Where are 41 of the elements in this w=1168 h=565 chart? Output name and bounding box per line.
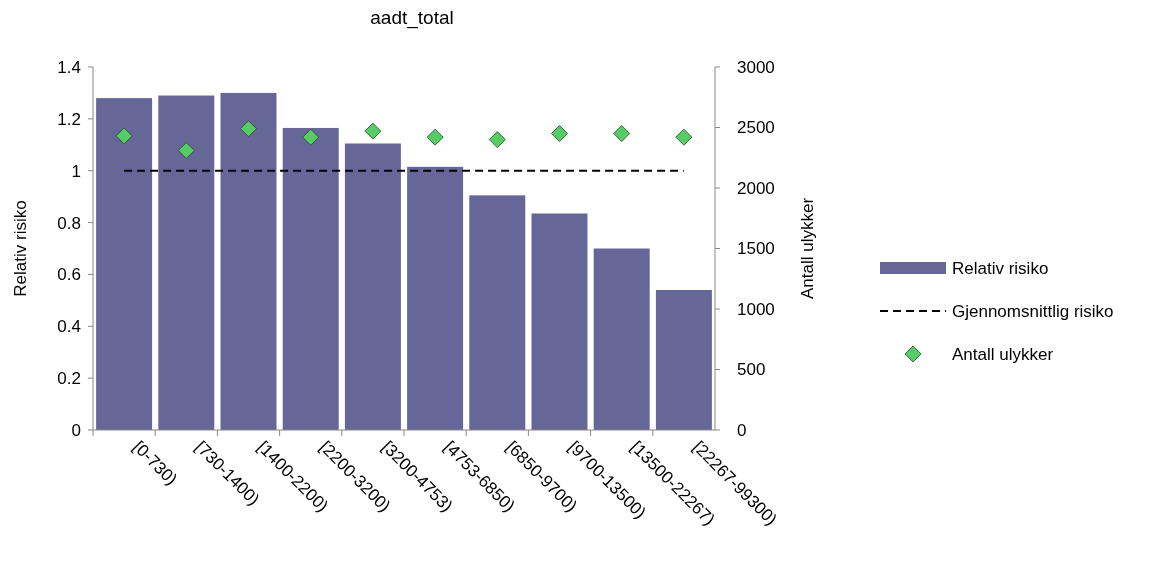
y-tick-label: 1.4 bbox=[57, 57, 81, 77]
y-tick-label: 0 bbox=[71, 420, 81, 440]
y-tick-label: 1 bbox=[71, 161, 81, 181]
bar bbox=[469, 195, 526, 430]
bar bbox=[282, 127, 339, 430]
point bbox=[240, 120, 257, 138]
point bbox=[302, 128, 320, 146]
bar bbox=[593, 248, 650, 430]
legend-label: Antall ulykker bbox=[952, 344, 1054, 364]
point bbox=[675, 128, 693, 146]
y2-axis-title: Antall ulykker bbox=[798, 197, 817, 300]
y2-tick-label: 500 bbox=[737, 360, 766, 380]
bar bbox=[96, 98, 153, 430]
bar bbox=[531, 213, 588, 430]
legend-label: Relativ risiko bbox=[952, 258, 1049, 278]
y2-tick-label: 2000 bbox=[737, 178, 775, 198]
point bbox=[551, 125, 568, 142]
y-tick-label: 0.6 bbox=[57, 265, 81, 285]
y2-tick-label: 2500 bbox=[737, 118, 775, 138]
legend-label: Gjennomsnittlig risiko bbox=[952, 301, 1114, 321]
bar bbox=[655, 289, 712, 430]
bar bbox=[220, 92, 277, 430]
y2-tick-label: 1500 bbox=[737, 239, 775, 259]
point bbox=[115, 127, 133, 145]
bar bbox=[344, 143, 401, 430]
point bbox=[177, 142, 195, 159]
chart-title: aadt_total bbox=[370, 7, 454, 29]
point bbox=[613, 125, 631, 142]
y2-tick-label: 0 bbox=[737, 420, 747, 440]
point bbox=[364, 122, 382, 140]
bar bbox=[158, 95, 215, 430]
y-tick-label: 1.2 bbox=[57, 109, 81, 129]
y2-tick-label: 3000 bbox=[737, 57, 775, 77]
y-tick-label: 0.8 bbox=[57, 213, 81, 233]
y2-tick-label: 1000 bbox=[737, 299, 775, 319]
y-tick-label: 0.2 bbox=[57, 369, 81, 389]
y-axis-title: Relativ risiko bbox=[11, 200, 30, 297]
bar bbox=[407, 166, 464, 430]
point bbox=[426, 128, 444, 146]
point bbox=[488, 131, 506, 148]
y-tick-label: 0.4 bbox=[57, 317, 81, 337]
